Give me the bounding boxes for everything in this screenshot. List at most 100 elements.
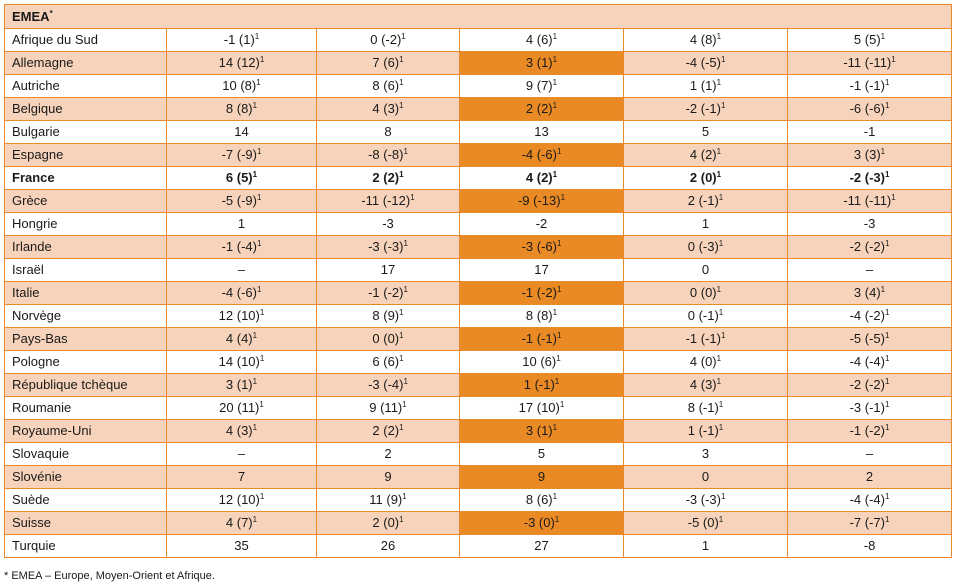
value-cell: 1: [166, 212, 317, 236]
value-text: 0 (-1): [687, 308, 719, 323]
country-cell: Slovénie: [4, 465, 167, 489]
value-text: 10 (6): [522, 354, 557, 369]
value-text: 11 (9): [369, 492, 403, 507]
value-text: –: [865, 262, 874, 277]
value-cell: 5: [623, 120, 788, 144]
value-text: -1 (-1): [685, 331, 721, 346]
table-row: République tchèque 3 (1)1 -3 (-4)1 1 (-1)1 4…: [4, 373, 953, 397]
value-cell: 3 (1)1: [166, 373, 317, 397]
value-text: 4 (2): [689, 147, 717, 162]
value-text: -5 (-5): [849, 331, 885, 346]
value-cell: -3 (-4)1: [316, 373, 460, 397]
country-cell: Slovaquie: [4, 442, 167, 466]
value-cell: -1 (-1)1: [623, 327, 788, 351]
superscript-note: 1: [718, 308, 724, 317]
value-text: 0 (-3): [687, 239, 719, 254]
value-text: 4 (3): [372, 101, 400, 116]
country-cell: Israël: [4, 258, 167, 282]
value-cell: -4 (-5)1: [623, 51, 788, 75]
value-text: -9 (-13): [517, 193, 561, 208]
superscript-note: 1: [884, 331, 890, 340]
emea-table: EMEA* Afrique du Sud -1 (1)1 0 (-2)1 4 (6)1…: [3, 4, 953, 558]
value-text: 2: [865, 469, 874, 484]
value-text: 2 (0): [689, 170, 717, 185]
value-cell: 8 (9)1: [316, 304, 460, 328]
superscript-note: 1: [884, 515, 890, 524]
value-text: 5: [537, 446, 546, 461]
value-text: –: [865, 446, 874, 461]
value-text: -6 (-6): [849, 101, 885, 116]
superscript-note: 1: [259, 55, 265, 64]
footnote: * EMEA – Europe, Moyen-Orient et Afrique…: [4, 570, 215, 582]
value-cell: 6 (6)1: [316, 350, 460, 374]
value-cell: 1 (-1)1: [623, 419, 788, 443]
value-text: 3 (1): [525, 423, 553, 438]
superscript-note: 1: [552, 101, 558, 110]
value-text: -3: [382, 216, 394, 231]
value-text: -4 (-5): [685, 55, 721, 70]
value-text: -4 (-6): [221, 285, 257, 300]
value-cell: 4 (8)1: [623, 28, 788, 52]
value-text: 3 (3): [853, 147, 881, 162]
table-row: Bulgarie 14 8 13 5 -1: [4, 120, 953, 144]
value-text: 8 (9): [372, 308, 400, 323]
superscript-note: 1: [552, 170, 558, 179]
value-cell: 4 (2)1: [623, 143, 788, 167]
value-cell: -2 (-3)1: [786, 166, 953, 190]
value-text: 9 (7): [525, 78, 553, 93]
superscript-note: 1: [884, 308, 890, 317]
value-cell: 35: [166, 534, 317, 558]
value-text: 14 (10): [218, 354, 260, 369]
table-title-text: EMEA: [12, 8, 50, 24]
value-text: 2 (0): [372, 515, 400, 530]
country-cell: Espagne: [4, 143, 167, 167]
value-text: -1 (-2): [849, 423, 885, 438]
value-text: 2 (2): [525, 101, 553, 116]
value-cell: 3 (1)1: [459, 419, 624, 443]
value-cell: 2 (2)1: [316, 419, 460, 443]
superscript-note: 1: [252, 170, 258, 179]
superscript-note: 1: [259, 308, 265, 317]
value-text: 2 (2): [372, 170, 400, 185]
table-row: Turquie 35 26 27 1 -8: [4, 534, 953, 558]
value-cell: 2 (0)1: [316, 511, 460, 535]
value-cell: 0 (0)1: [623, 281, 788, 305]
value-cell: 10 (6)1: [459, 350, 624, 374]
superscript-note: 1: [402, 492, 407, 501]
superscript-note: 1: [399, 78, 404, 87]
superscript-note: 1: [401, 32, 406, 41]
value-cell: 0: [623, 465, 788, 489]
superscript-note: 1: [552, 423, 558, 432]
value-cell: -1 (-2)1: [786, 419, 953, 443]
value-cell: 5: [459, 442, 624, 466]
value-cell: 4 (3)1: [623, 373, 788, 397]
value-text: 9: [537, 469, 546, 484]
superscript-note: 1: [256, 285, 262, 294]
superscript-note: 1: [556, 331, 562, 340]
superscript-note: 1: [399, 354, 404, 363]
superscript-note: 1: [256, 193, 262, 202]
value-cell: -1 (-2)1: [316, 281, 460, 305]
value-text: -2 (-2): [849, 377, 885, 392]
value-cell: 9 (7)1: [459, 74, 624, 98]
value-cell: 14 (10)1: [166, 350, 317, 374]
value-text: 0 (0): [372, 331, 400, 346]
superscript-note: 1: [720, 492, 726, 501]
value-cell: 10 (8)1: [166, 74, 317, 98]
country-cell: Allemagne: [4, 51, 167, 75]
superscript-note: 1: [552, 78, 558, 87]
value-text: 1 (-1): [523, 377, 555, 392]
value-text: 3 (4): [853, 285, 881, 300]
superscript-note: 1: [399, 331, 404, 340]
value-cell: 8 (-1)1: [623, 396, 788, 420]
value-text: -4 (-2): [849, 308, 885, 323]
superscript-note: 1: [402, 400, 407, 409]
country-cell: Pays-Bas: [4, 327, 167, 351]
country-cell: Belgique: [4, 97, 167, 121]
value-text: 17: [380, 262, 396, 277]
table-row: Grèce -5 (-9)1 -11 (-12)1 -9 (-13)1 2 (-1)1-…: [4, 189, 953, 213]
value-cell: 2 (-1)1: [623, 189, 788, 213]
superscript-note: 1: [259, 400, 264, 409]
value-cell: -1: [786, 120, 953, 144]
superscript-note: 1: [891, 55, 896, 64]
